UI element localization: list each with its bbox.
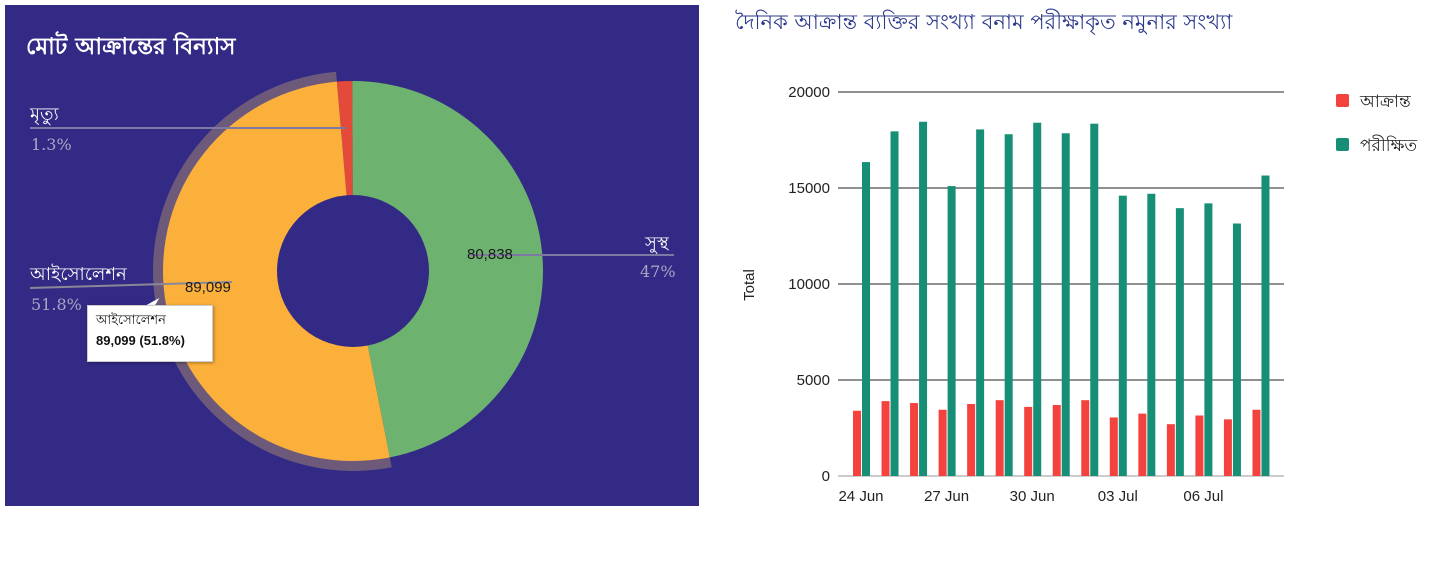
x-tick-label: 03 Jul <box>1098 488 1138 505</box>
bar-infected[interactable] <box>1195 415 1204 476</box>
donut-chart-title: মোট আক্রান্তের বিন্যাস <box>26 34 236 60</box>
bar-tested[interactable] <box>890 131 899 477</box>
slice-label-isolation: 89,099 <box>185 279 231 296</box>
y-tick-label: 15000 <box>788 180 830 197</box>
legend-label-infected: আক্রান্ত <box>1359 92 1411 112</box>
legend-death-label: মৃত্যু <box>30 104 59 125</box>
bar-tested[interactable] <box>1147 193 1156 476</box>
bar-infected[interactable] <box>1024 406 1033 476</box>
bar-tested[interactable] <box>1118 195 1127 476</box>
bar-infected[interactable] <box>995 400 1004 476</box>
donut-slice-isolation[interactable] <box>162 81 390 461</box>
bar-infected[interactable] <box>1109 417 1118 476</box>
legend-recovered-percent: 47% <box>640 262 676 281</box>
legend-label-tested: পরীক্ষিত <box>1360 135 1417 156</box>
bar-infected[interactable] <box>881 401 890 476</box>
bar-tested[interactable] <box>976 129 985 476</box>
legend-isolation-label: আইসোলেশন <box>30 264 127 285</box>
bar-infected[interactable] <box>1081 400 1090 476</box>
bar-tested[interactable] <box>919 121 928 476</box>
bar-infected[interactable] <box>967 404 976 476</box>
x-tick-label: 30 Jun <box>1010 488 1055 505</box>
legend-recovered-label: সুস্থ <box>645 233 669 254</box>
bar-tested[interactable] <box>862 162 870 476</box>
bar-infected[interactable] <box>1138 413 1147 476</box>
legend-death-percent: 1.3% <box>31 135 72 154</box>
legend-isolation-percent: 51.8% <box>31 295 82 314</box>
tooltip-series-name: আইসোলেশন <box>96 313 166 328</box>
bar-chart-title: দৈনিক আক্রান্ত ব্যক্তির সংখ্যা বনাম পরীক… <box>735 10 1233 34</box>
bar-tested[interactable] <box>1090 123 1099 477</box>
donut-slice-recovered[interactable] <box>352 81 544 458</box>
x-tick-label: 06 Jul <box>1183 488 1223 505</box>
bar-infected[interactable] <box>1052 404 1061 476</box>
y-tick-label: 0 <box>822 468 830 485</box>
bar-infected[interactable] <box>853 410 861 476</box>
y-tick-label: 10000 <box>788 276 830 293</box>
bar-tested[interactable] <box>1175 208 1184 476</box>
bar-infected[interactable] <box>910 403 919 476</box>
bar-infected[interactable] <box>1166 424 1175 476</box>
bar-tested[interactable] <box>1004 134 1013 477</box>
legend-swatch-infected <box>1336 94 1349 107</box>
bar-tested[interactable] <box>947 186 956 476</box>
slice-label-recovered: 80,838 <box>467 246 513 263</box>
legend-swatch-tested <box>1336 138 1349 151</box>
leader-line-isolation <box>29 281 233 289</box>
bar-tested[interactable] <box>1033 122 1042 476</box>
bar-infected[interactable] <box>1223 419 1232 476</box>
bar-tested[interactable] <box>1204 203 1213 477</box>
tooltip <box>87 305 213 362</box>
bar-tested[interactable] <box>1261 175 1270 476</box>
donut-chart <box>29 71 674 472</box>
y-tick-label: 20000 <box>788 84 830 101</box>
x-tick-label: 27 Jun <box>924 488 969 505</box>
tooltip-value: 89,099 (51.8%) <box>96 333 185 348</box>
y-axis-label: Total <box>741 269 758 301</box>
donut-slice-death[interactable] <box>336 81 353 196</box>
x-tick-label: 24 Jun <box>838 488 883 505</box>
y-tick-label: 5000 <box>797 372 830 389</box>
bar-infected[interactable] <box>1252 409 1261 476</box>
bar-infected[interactable] <box>938 409 947 476</box>
bar-tested[interactable] <box>1061 133 1070 476</box>
bar-tested[interactable] <box>1232 223 1241 476</box>
